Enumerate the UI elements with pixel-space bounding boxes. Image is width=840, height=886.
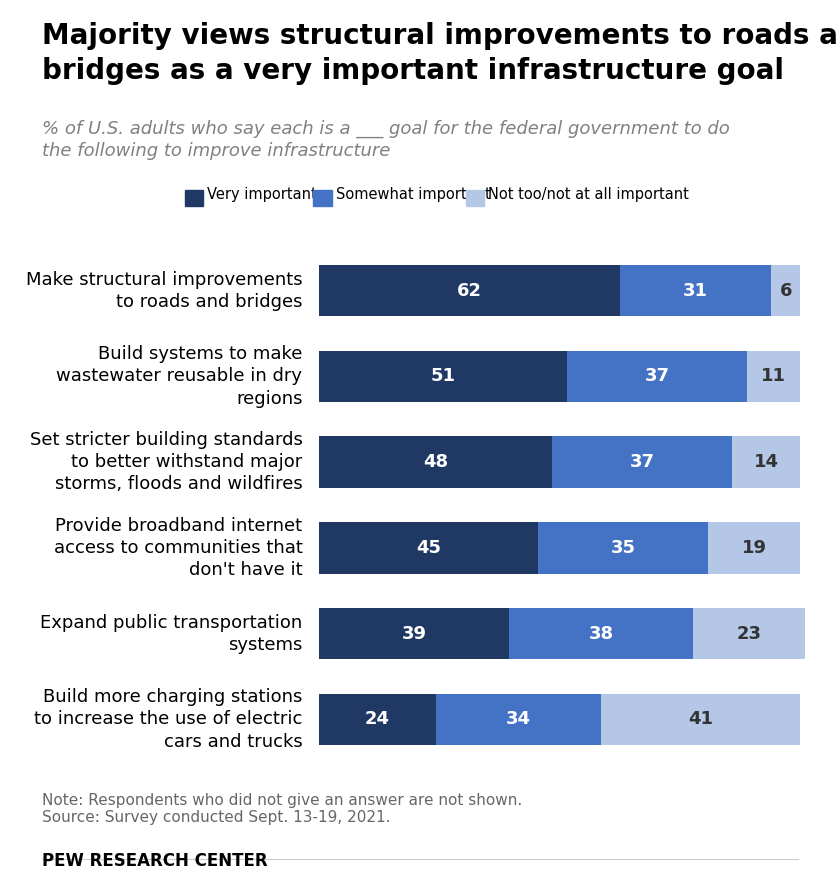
Bar (747, 351, 801, 402)
Bar (538, 522, 708, 573)
Bar (621, 265, 771, 316)
Text: 23: 23 (737, 625, 762, 642)
Bar (436, 694, 601, 745)
Bar (319, 351, 567, 402)
Text: Provide broadband internet
access to communities that
don't have it: Provide broadband internet access to com… (54, 517, 302, 579)
Text: 45: 45 (416, 539, 441, 557)
Text: 37: 37 (644, 368, 669, 385)
Text: 24: 24 (365, 711, 390, 728)
Bar (708, 522, 801, 573)
Text: 11: 11 (761, 368, 786, 385)
Bar (601, 694, 801, 745)
Text: 38: 38 (589, 625, 613, 642)
Text: Somewhat important: Somewhat important (336, 188, 491, 202)
Text: 39: 39 (402, 625, 427, 642)
Text: % of U.S. adults who say each is a ___ goal for the federal government to do
the: % of U.S. adults who say each is a ___ g… (42, 120, 730, 160)
Bar (567, 351, 747, 402)
Text: 6: 6 (780, 282, 792, 299)
Text: 41: 41 (688, 711, 713, 728)
Bar (732, 437, 801, 488)
Text: Expand public transportation
systems: Expand public transportation systems (40, 613, 302, 654)
Text: 14: 14 (753, 453, 779, 471)
Text: 34: 34 (506, 711, 531, 728)
Bar (319, 608, 509, 659)
Text: PEW RESEARCH CENTER: PEW RESEARCH CENTER (42, 852, 268, 870)
Text: Set stricter building standards
to better withstand major
storms, floods and wil: Set stricter building standards to bette… (29, 431, 302, 494)
Text: Very important: Very important (207, 188, 318, 202)
Bar (771, 265, 801, 316)
Text: 48: 48 (423, 453, 449, 471)
Text: 19: 19 (742, 539, 767, 557)
Text: Make structural improvements
to roads and bridges: Make structural improvements to roads an… (26, 270, 302, 311)
Bar (319, 437, 553, 488)
Text: Build more charging stations
to increase the use of electric
cars and trucks: Build more charging stations to increase… (34, 688, 302, 750)
Bar (693, 608, 805, 659)
Bar (319, 522, 538, 573)
Bar (319, 265, 621, 316)
Bar (553, 437, 732, 488)
Text: Majority views structural improvements to roads and
bridges as a very important : Majority views structural improvements t… (42, 22, 840, 85)
Text: 35: 35 (611, 539, 635, 557)
Text: Not too/not at all important: Not too/not at all important (488, 188, 690, 202)
Text: 62: 62 (457, 282, 482, 299)
Bar (319, 694, 436, 745)
Text: Build systems to make
wastewater reusable in dry
regions: Build systems to make wastewater reusabl… (56, 346, 302, 408)
Text: 51: 51 (431, 368, 455, 385)
Text: 37: 37 (630, 453, 655, 471)
Text: 31: 31 (683, 282, 708, 299)
Text: Note: Respondents who did not give an answer are not shown.
Source: Survey condu: Note: Respondents who did not give an an… (42, 793, 522, 826)
Bar (509, 608, 693, 659)
